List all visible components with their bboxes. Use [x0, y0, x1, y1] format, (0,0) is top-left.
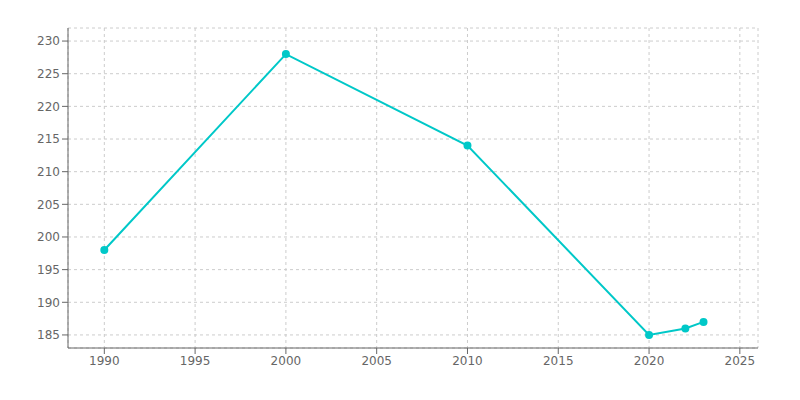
svg-text:205: 205 — [37, 198, 60, 212]
svg-text:190: 190 — [37, 296, 60, 310]
svg-text:195: 195 — [37, 263, 60, 277]
svg-text:2005: 2005 — [361, 354, 392, 368]
svg-text:1995: 1995 — [180, 354, 211, 368]
svg-text:185: 185 — [37, 328, 60, 342]
svg-text:2010: 2010 — [452, 354, 483, 368]
svg-text:210: 210 — [37, 165, 60, 179]
svg-text:2025: 2025 — [725, 354, 756, 368]
svg-text:215: 215 — [37, 132, 60, 146]
svg-text:225: 225 — [37, 67, 60, 81]
svg-text:1990: 1990 — [89, 354, 120, 368]
svg-text:220: 220 — [37, 100, 60, 114]
svg-text:2020: 2020 — [634, 354, 665, 368]
svg-text:230: 230 — [37, 34, 60, 48]
svg-text:200: 200 — [37, 230, 60, 244]
svg-text:2000: 2000 — [271, 354, 302, 368]
svg-text:2015: 2015 — [543, 354, 574, 368]
